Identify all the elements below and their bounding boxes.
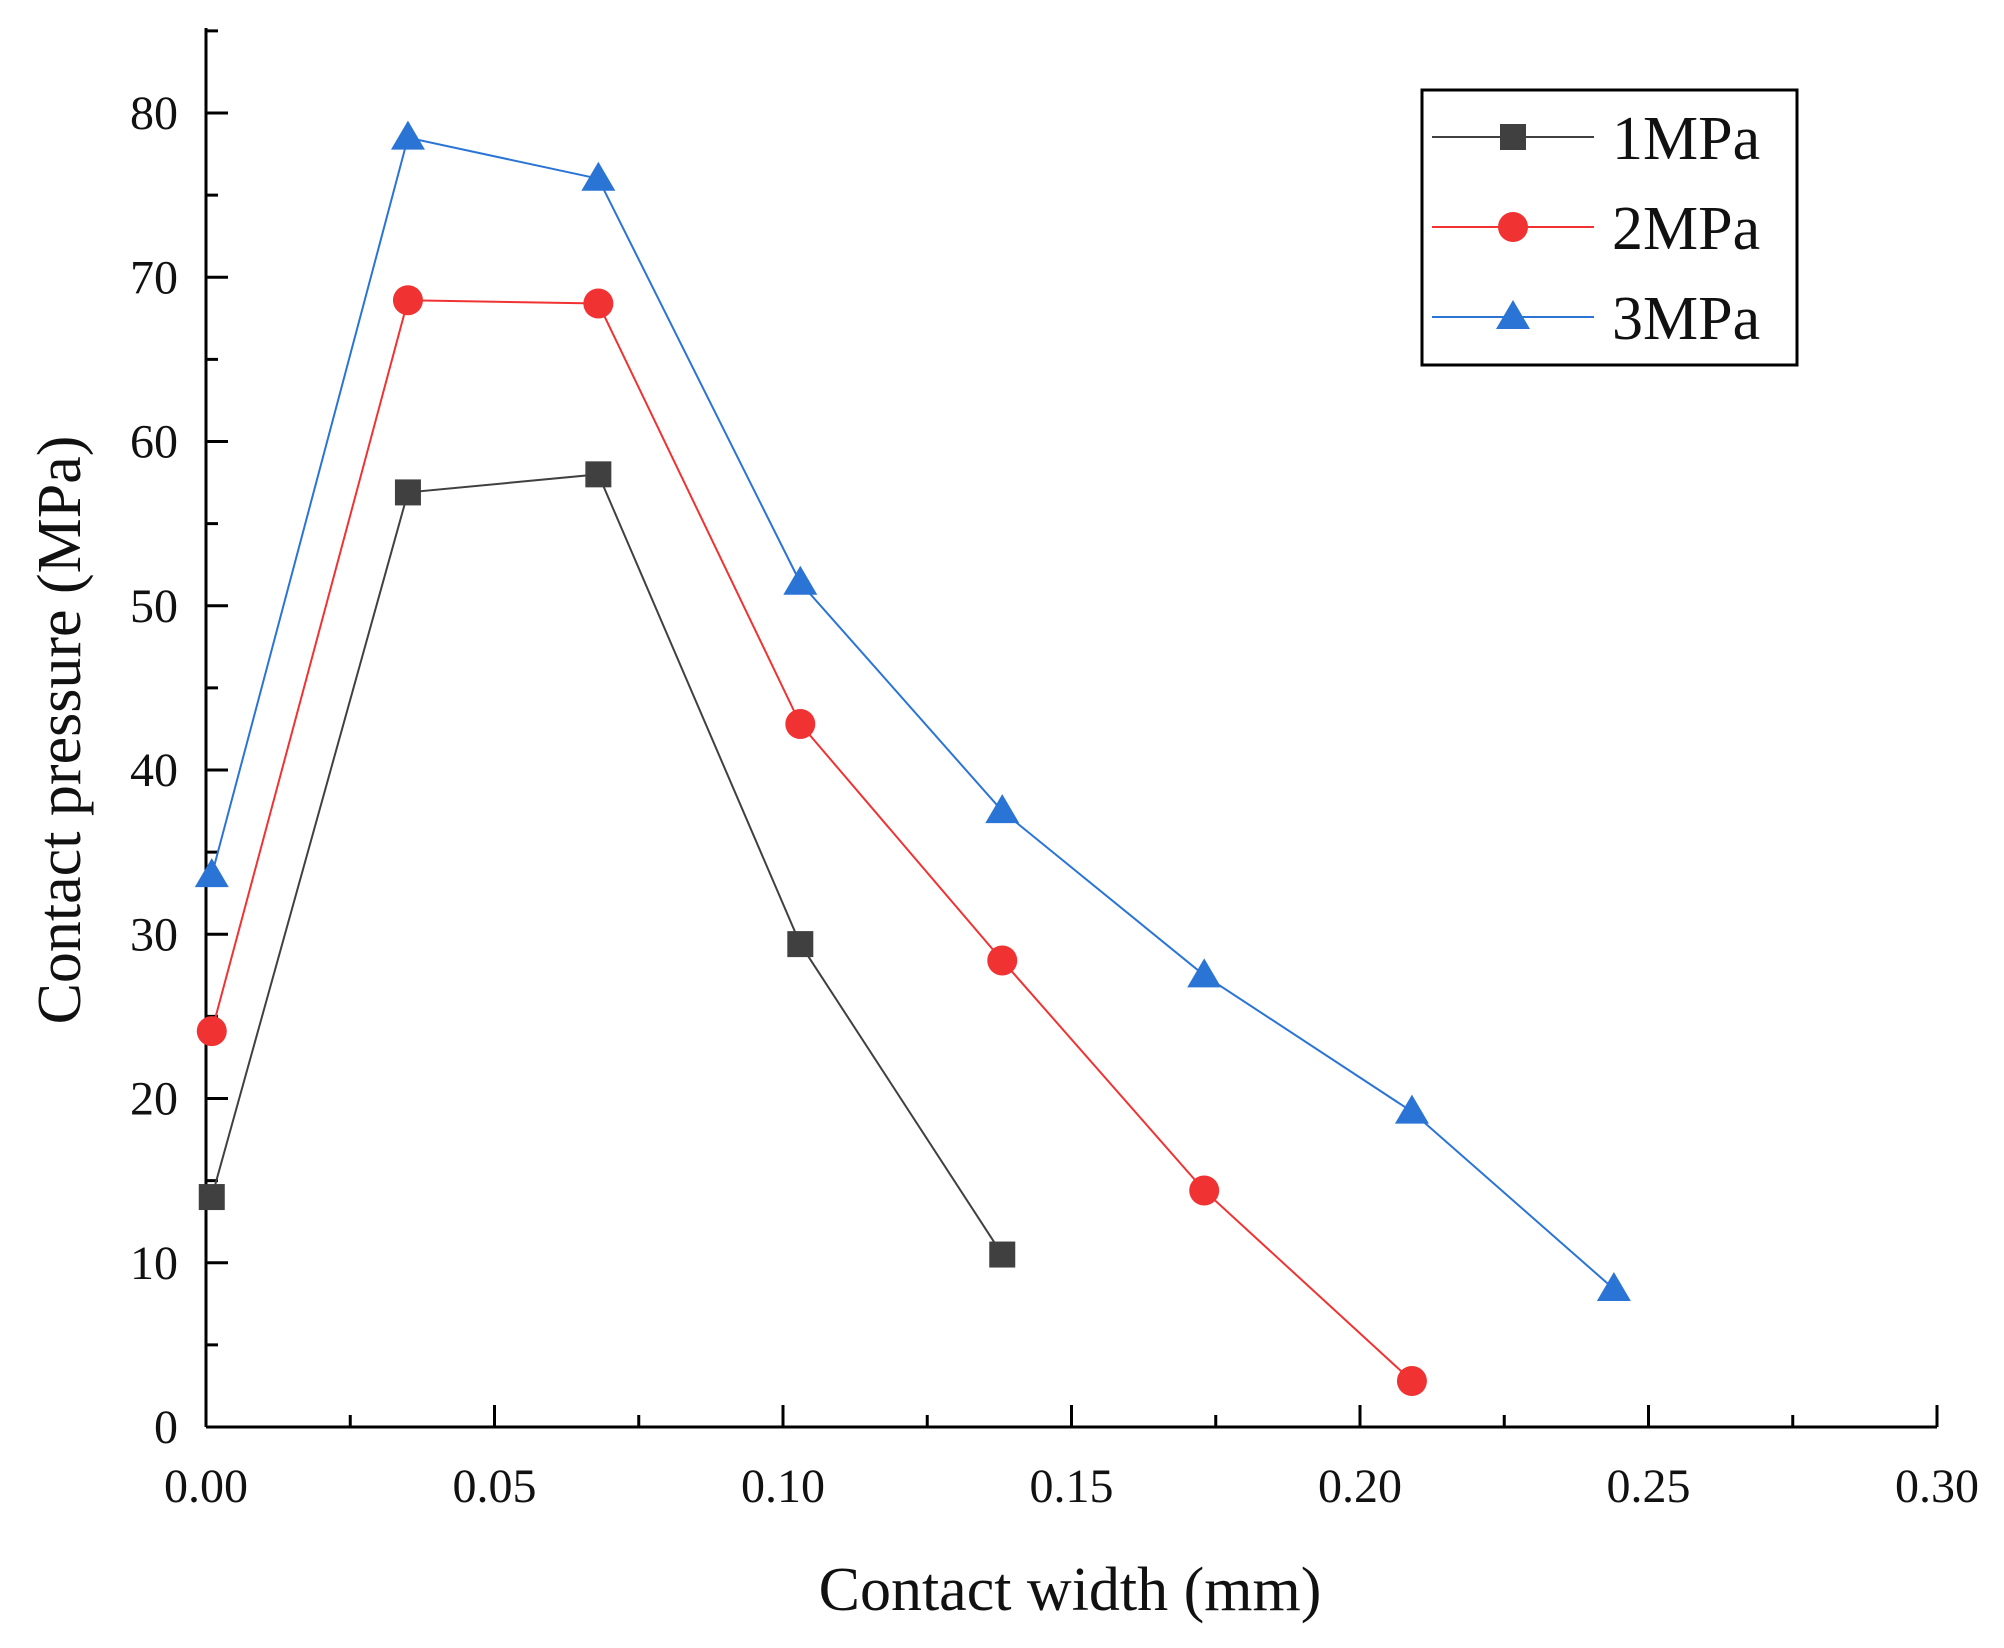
y-tick-label: 30	[130, 908, 178, 961]
data-point-3MPa	[1394, 1094, 1429, 1124]
x-tick-label: 0.15	[1030, 1460, 1114, 1513]
data-point-1MPa	[394, 479, 421, 506]
data-point-3MPa	[194, 858, 229, 888]
data-point-2MPa	[1189, 1175, 1220, 1206]
data-point-2MPa	[785, 709, 816, 740]
series-layer	[194, 120, 1631, 1397]
x-axis-title: Contact width (mm)	[819, 1556, 1322, 1624]
legend: 1MPa 2MPa 3MPa	[1420, 88, 1799, 367]
data-point-1MPa	[585, 461, 612, 488]
series-1MPa	[198, 461, 1016, 1268]
data-point-3MPa	[390, 120, 425, 150]
x-tick-label: 0.00	[164, 1460, 248, 1513]
legend-marker-2MPa	[1498, 212, 1528, 242]
data-point-3MPa	[1596, 1272, 1631, 1302]
x-tick-label: 0.20	[1318, 1460, 1402, 1513]
y-tick-label: 40	[130, 744, 178, 797]
x-tick-label: 0.25	[1607, 1460, 1691, 1513]
series-3MPa	[194, 120, 1631, 1302]
data-point-1MPa	[198, 1184, 225, 1211]
y-tick-label: 60	[130, 416, 178, 469]
ticks: 0.00 0.05 0.10 0.15 0.20 0.25 0.30 0 10 20 30 40 50 6…	[130, 29, 1979, 1513]
y-tick-label: 0	[154, 1401, 178, 1454]
y-tick-label: 10	[130, 1237, 178, 1290]
x-tick-label: 0.05	[453, 1460, 537, 1513]
data-point-2MPa	[987, 945, 1018, 976]
y-tick-label: 20	[130, 1073, 178, 1126]
y-tick-label: 50	[130, 580, 178, 633]
data-point-1MPa	[989, 1241, 1016, 1268]
y-tick-label: 80	[130, 87, 178, 140]
data-point-2MPa	[392, 285, 423, 316]
data-point-2MPa	[583, 288, 614, 319]
series-2MPa	[196, 285, 1427, 1397]
y-tick-label: 70	[130, 251, 178, 304]
legend-label-1MPa: 1MPa	[1612, 105, 1760, 173]
legend-marker-1MPa	[1500, 124, 1526, 150]
legend-marker-3MPa	[1496, 300, 1530, 329]
data-point-3MPa	[581, 161, 616, 191]
series-line-2MPa	[210, 299, 1413, 1382]
data-point-3MPa	[783, 565, 818, 595]
data-point-1MPa	[787, 931, 814, 958]
data-point-2MPa	[196, 1016, 227, 1047]
legend-label-2MPa: 2MPa	[1612, 195, 1760, 263]
x-tick-label: 0.30	[1895, 1460, 1979, 1513]
data-point-2MPa	[1396, 1366, 1427, 1397]
legend-label-3MPa: 3MPa	[1612, 285, 1760, 353]
x-tick-label: 0.10	[741, 1460, 825, 1513]
data-point-3MPa	[1187, 958, 1222, 988]
data-point-3MPa	[985, 794, 1020, 824]
series-line-3MPa	[210, 136, 1615, 1290]
y-axis-title: Contact pressure (MPa)	[26, 436, 94, 1025]
